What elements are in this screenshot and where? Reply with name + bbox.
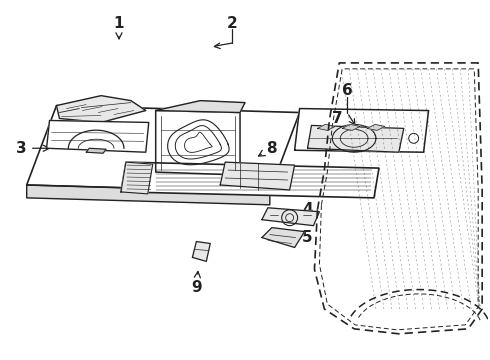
Text: 4: 4 <box>292 202 313 217</box>
Polygon shape <box>47 121 149 152</box>
Polygon shape <box>262 208 319 226</box>
Polygon shape <box>86 148 106 153</box>
Polygon shape <box>121 162 379 198</box>
Polygon shape <box>56 96 146 122</box>
Polygon shape <box>26 105 299 192</box>
Text: 9: 9 <box>191 271 202 295</box>
Text: 7: 7 <box>330 111 343 134</box>
Text: 3: 3 <box>17 141 49 156</box>
Polygon shape <box>308 125 404 152</box>
Text: 6: 6 <box>342 83 353 98</box>
Polygon shape <box>294 109 429 152</box>
Polygon shape <box>156 111 240 175</box>
Text: 1: 1 <box>114 16 124 39</box>
Polygon shape <box>367 125 385 130</box>
Polygon shape <box>220 162 294 190</box>
Polygon shape <box>318 125 335 130</box>
Polygon shape <box>262 228 305 247</box>
Polygon shape <box>193 242 210 261</box>
Polygon shape <box>342 125 360 130</box>
Polygon shape <box>121 162 153 194</box>
Text: 5: 5 <box>286 230 313 245</box>
Polygon shape <box>26 185 270 205</box>
Text: 8: 8 <box>259 141 277 156</box>
Text: 2: 2 <box>227 16 238 31</box>
Polygon shape <box>156 100 245 113</box>
